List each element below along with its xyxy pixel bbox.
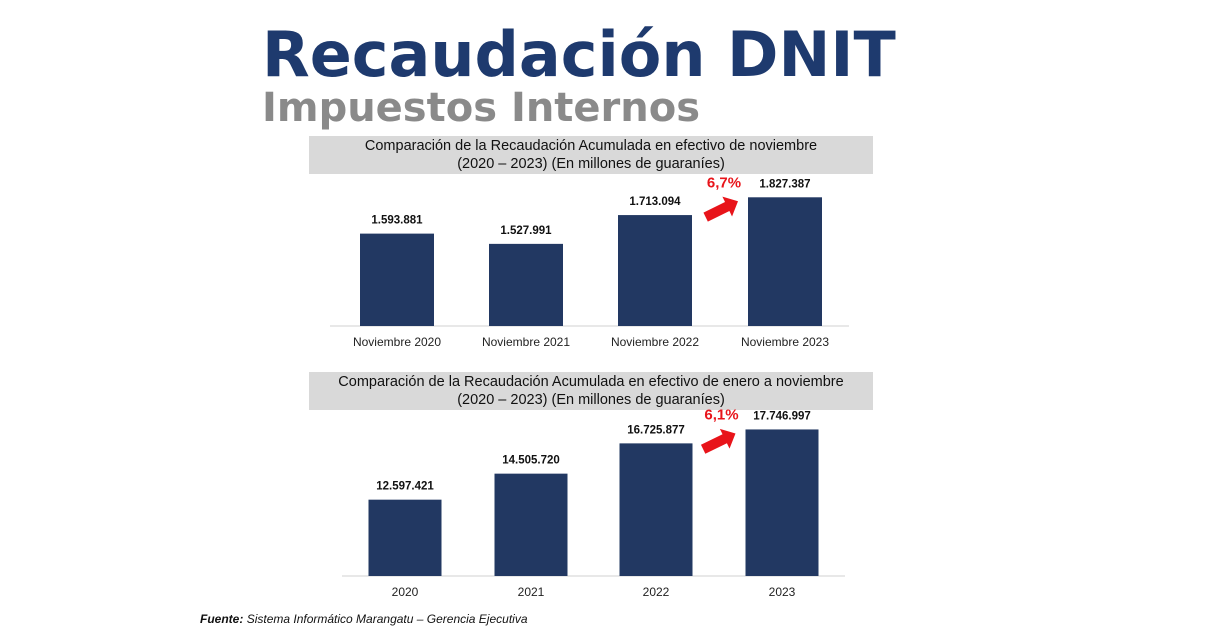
x-tick-label: Noviembre 2020 (353, 335, 441, 349)
data-label: 1.593.881 (371, 215, 423, 227)
page-subtitle: Impuestos Internos (262, 85, 701, 131)
x-tick-label: Noviembre 2021 (482, 335, 570, 349)
chart-2-bar-chart: 12.597.421 2020 14.505.720 2021 16.725.877 20… (342, 406, 845, 599)
source-label: Fuente: (200, 612, 244, 626)
bar-2023 (745, 429, 819, 576)
bar-noviembre-2022 (618, 215, 692, 326)
growth-arrow-shape (703, 196, 738, 222)
growth-label: 6,7% (707, 174, 741, 191)
x-tick-label: Noviembre 2022 (611, 335, 699, 349)
x-tick-label: 2022 (643, 585, 670, 599)
chart-1-title: Comparación de la Recaudación Acumulada … (309, 136, 873, 174)
chart-2-title: Comparación de la Recaudación Acumulada … (309, 372, 873, 410)
chart-1-title-line2: (2020 – 2023) (En millones de guaraníes) (457, 156, 725, 172)
growth-arrow-shape (700, 428, 736, 454)
source-note: Fuente: Sistema Informático Marangatu – … (200, 612, 528, 626)
bar-noviembre-2020 (360, 233, 434, 326)
arrow-right-up-icon (703, 196, 738, 222)
data-label: 1.827.387 (759, 178, 810, 190)
data-label: 17.746.997 (753, 410, 811, 422)
data-label: 1.713.094 (629, 196, 681, 208)
x-tick-label: 2023 (769, 585, 796, 599)
growth-label: 6,1% (704, 406, 738, 423)
data-label: 12.597.421 (376, 481, 434, 493)
data-label: 1.527.991 (500, 225, 552, 237)
bar-noviembre-2023 (748, 197, 822, 326)
page-title: Recaudación DNIT (262, 18, 896, 91)
chart-1-bar-chart: 1.593.881 Noviembre 2020 1.527.991 Noviembr… (330, 174, 849, 349)
chart-2-title-line2: (2020 – 2023) (En millones de guaraníes) (457, 392, 725, 408)
bar-2020 (368, 499, 442, 576)
data-label: 14.505.720 (502, 455, 560, 467)
x-tick-label: 2020 (392, 585, 419, 599)
bar-noviembre-2021 (489, 243, 563, 326)
bar-2022 (619, 443, 693, 576)
source-text: Sistema Informático Marangatu – Gerencia… (246, 612, 528, 626)
x-tick-label: Noviembre 2023 (741, 335, 829, 349)
chart-2-title-line1: Comparación de la Recaudación Acumulada … (338, 374, 844, 390)
data-label: 16.725.877 (627, 424, 685, 436)
chart-1-title-line1: Comparación de la Recaudación Acumulada … (364, 138, 818, 154)
arrow-right-up-icon (700, 428, 736, 454)
x-tick-label: 2021 (518, 585, 545, 599)
bar-2021 (494, 473, 568, 576)
